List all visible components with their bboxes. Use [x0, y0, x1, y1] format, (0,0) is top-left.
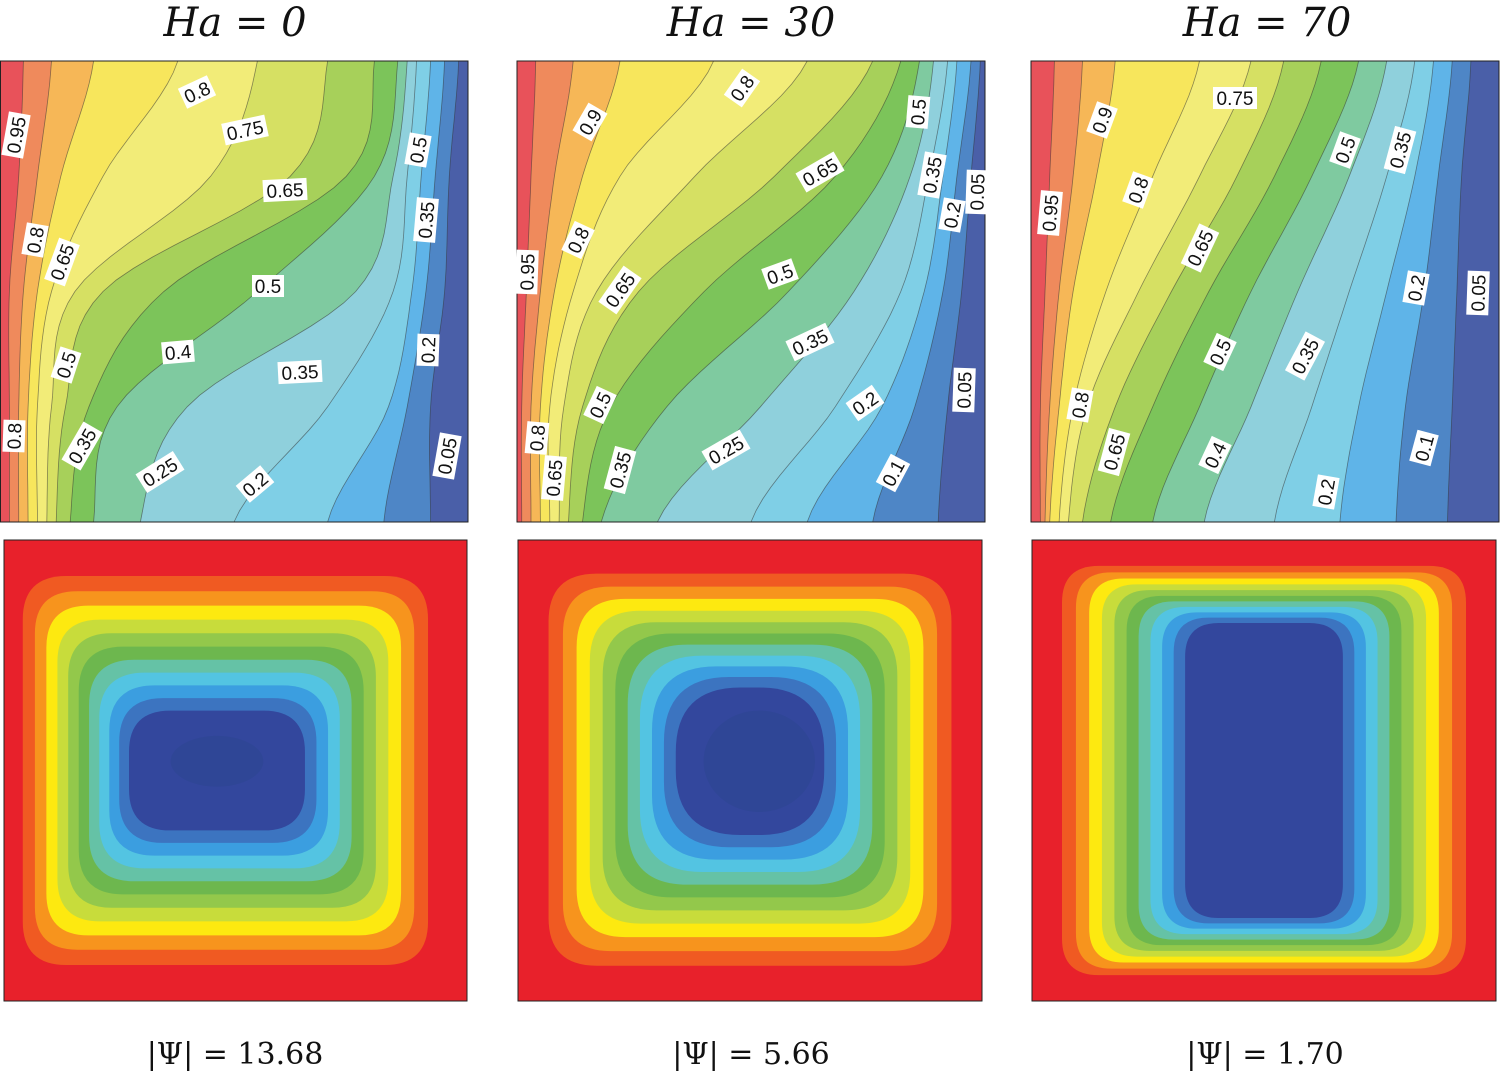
isotherm-label: 0.8 — [24, 225, 49, 255]
isotherm-label: 0.5 — [908, 98, 931, 126]
isotherm-line — [1110, 61, 1322, 522]
isotherm-line — [937, 61, 981, 522]
isotherm-line — [600, 61, 920, 522]
isotherm-panel-ha-70 — [1031, 61, 1499, 522]
isotherm-label: 0.8 — [1069, 390, 1094, 420]
streamline-frame-ha-0 — [3, 539, 468, 1002]
isotherm-line — [806, 61, 958, 522]
isotherm-line — [1044, 61, 1083, 522]
isotherm-line — [140, 61, 408, 522]
isotherm-label: 0.2 — [419, 336, 441, 363]
isotherm-frame-ha-70 — [1030, 60, 1500, 523]
title-ha-0: Ha = 0 — [162, 0, 306, 46]
isotherm-labels-ha-0: 0.95 0.8 0.75 0.65 0.5 0.35 0.8 0.65 0.5… — [1, 75, 462, 503]
isotherm-line — [1068, 61, 1252, 522]
title-ha-70-text: Ha = 70 — [1182, 0, 1352, 46]
isotherm-line — [1339, 61, 1434, 522]
isotherm-line — [1058, 61, 1200, 522]
isotherm-line — [36, 61, 179, 522]
streamline-panel-ha-30 — [518, 540, 982, 1001]
streamline-panel-ha-70 — [1032, 540, 1496, 1001]
isotherm-line — [872, 61, 972, 522]
isotherm-label: 0.95 — [517, 253, 539, 291]
streamline-vortex-core — [170, 735, 264, 787]
isotherm-line — [1082, 61, 1285, 522]
psi-label-ha-0: |Ψ| = 13.68 — [147, 1037, 324, 1071]
title-ha-30: Ha = 30 — [666, 0, 836, 46]
isotherm-line — [582, 61, 902, 522]
isotherm-label: 0.5 — [255, 277, 281, 298]
isotherm-label: 0.35 — [415, 201, 439, 240]
isotherm-label: 0.65 — [543, 459, 567, 498]
streamline-frame-ha-70 — [1031, 539, 1497, 1002]
svg-text:Ha = 30: Ha = 30 — [666, 0, 836, 46]
streamline-band — [1185, 622, 1343, 919]
isotherm-line — [429, 61, 459, 522]
title-ha-70: Ha = 70 — [1182, 0, 1352, 46]
isotherm-line — [568, 61, 874, 522]
isotherm-label: 0.35 — [281, 362, 319, 385]
title-ha-30-text: Ha = 30 — [666, 0, 836, 46]
svg-text:Ha = 0: Ha = 0 — [162, 0, 306, 46]
isotherm-line — [1049, 61, 1116, 522]
psi-label-ha-30: |Ψ| = 5.66 — [672, 1037, 830, 1071]
isotherm-label: 0.2 — [1315, 477, 1340, 507]
isotherm-label: 0.65 — [266, 180, 304, 203]
isotherm-line — [547, 61, 714, 522]
isotherm-label: 0.2 — [941, 200, 966, 230]
isotherm-line — [27, 61, 94, 522]
isotherm-line — [55, 61, 328, 522]
isotherm-label: 0.75 — [1217, 89, 1254, 110]
isotherm-line — [1203, 61, 1388, 522]
isotherm-label: 0.05 — [954, 371, 976, 409]
psi-label-ha-70: |Ψ| = 1.70 — [1186, 1037, 1344, 1071]
streamline-vortex-core — [703, 710, 815, 812]
isotherm-line — [750, 61, 948, 522]
streamline-frame-ha-30 — [517, 539, 983, 1002]
streamline-panel-ha-0 — [4, 540, 467, 1001]
isotherm-frame-ha-0 — [0, 60, 469, 523]
isotherm-label: 0.4 — [164, 342, 193, 365]
isotherm-line — [383, 61, 445, 522]
isotherm-label: 0.5 — [407, 135, 432, 165]
isotherm-labels-ha-30: 0.9 0.8 0.5 0.65 0.35 0.05 0.2 0.95 0.8 … — [515, 68, 990, 501]
isotherm-line — [1152, 61, 1359, 522]
isotherm-line — [1039, 61, 1055, 522]
isotherm-label: 0.05 — [967, 173, 989, 211]
isotherm-line — [558, 61, 808, 522]
svg-text:Ha = 70: Ha = 70 — [1182, 0, 1352, 46]
isotherm-band — [429, 61, 468, 522]
isotherm-label: 0.8 — [5, 422, 27, 449]
title-ha-0-text: Ha = 0 — [162, 0, 306, 46]
isotherm-label: 0.2 — [1405, 273, 1430, 303]
isotherm-label: 0.8 — [527, 424, 550, 452]
isotherm-label: 0.95 — [1039, 194, 1063, 233]
isotherm-line — [1447, 61, 1472, 522]
isotherm-label: 0.05 — [1468, 274, 1490, 312]
